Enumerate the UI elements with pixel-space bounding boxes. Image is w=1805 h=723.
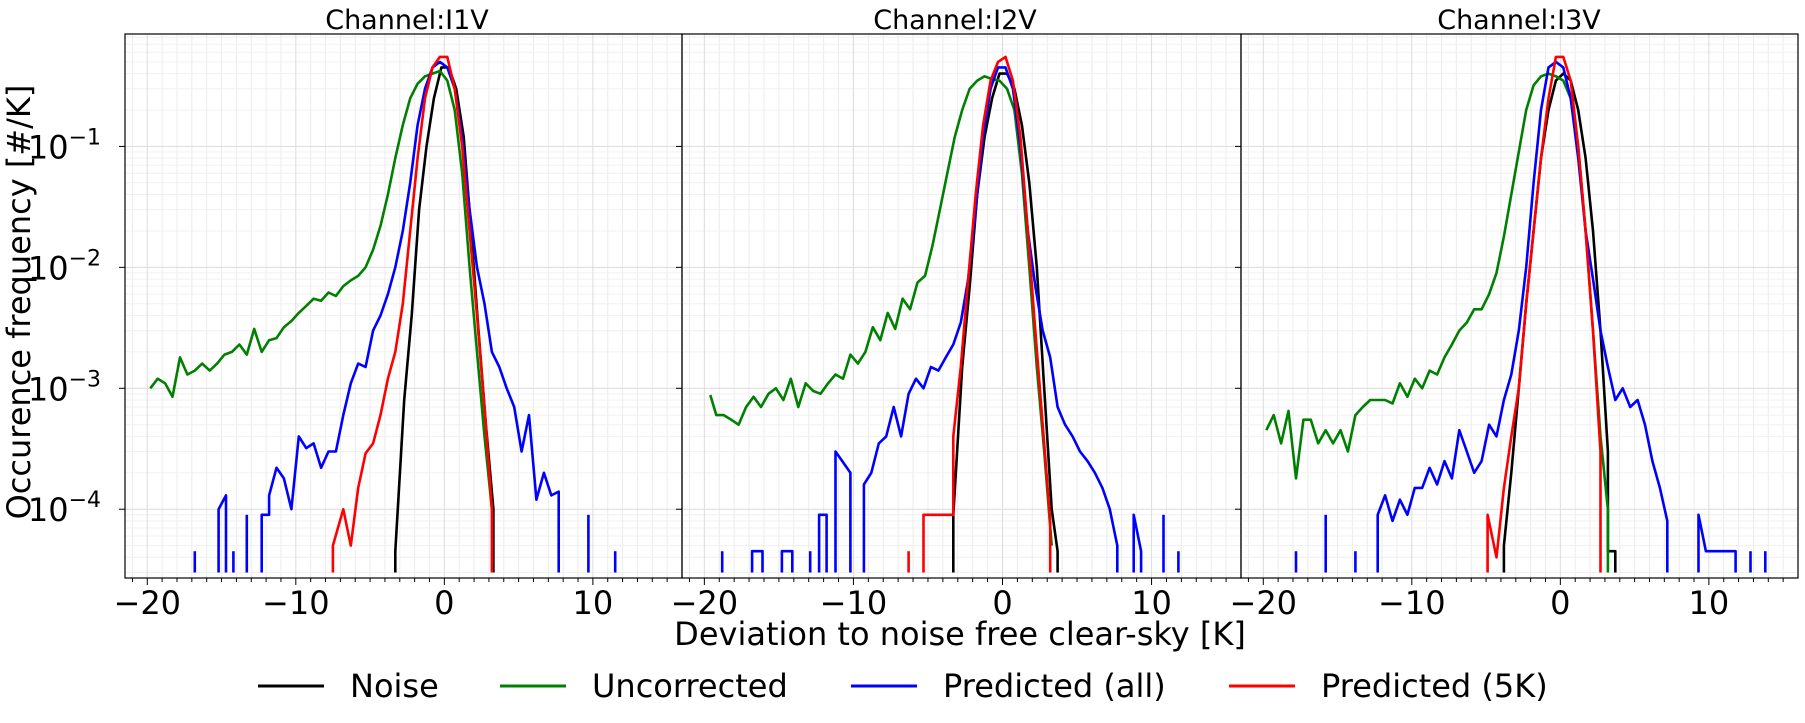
plot-area: −20 −10 0 10: [1230, 33, 1799, 622]
x-tick-label: 0: [434, 584, 454, 622]
series-line-predicted-5k: [1486, 55, 1602, 573]
panel-title: Channel:I3V: [1437, 5, 1601, 36]
x-tick-label: −10: [1378, 584, 1446, 622]
y-tick-exponent: −2: [69, 246, 101, 271]
legend-label-noise: Noise: [350, 667, 439, 705]
series-line-predicted-all: [217, 494, 228, 573]
y-tick-exponent: −1: [69, 125, 101, 150]
y-tick-label: 10−1: [28, 125, 101, 166]
y-tick-base: 10: [28, 370, 69, 408]
legend: Noise Uncorrected Predicted (all) Predicted…: [258, 667, 1548, 705]
series-line-predicted-5k: [331, 55, 494, 573]
panel-i1v: Channel:I1V −20 −10 0 10: [114, 5, 683, 622]
series-line-predicted-all: [1132, 513, 1143, 573]
series-line-predicted-all: [780, 549, 794, 573]
y-tick-base: 10: [28, 491, 69, 529]
series-line-predicted-all: [834, 450, 852, 573]
plot-frame: [1240, 33, 1799, 579]
x-tick-label: −10: [262, 584, 330, 622]
series-line-predicted-all: [862, 66, 1119, 573]
y-tick-exponent: −4: [69, 488, 101, 513]
x-tick-label: 10: [1689, 584, 1730, 622]
x-tick-label: −20: [1230, 584, 1298, 622]
x-tick-label: 0: [992, 584, 1012, 622]
series-line-predicted-all: [750, 549, 764, 573]
plot-area: −20 −10 0 10: [671, 33, 1242, 622]
y-tick-label: 10−4: [28, 488, 101, 529]
y-tick-label: 10−3: [28, 367, 101, 408]
plot-area: −20 −10 0 10: [114, 33, 683, 622]
series-line-uncorrected: [149, 69, 494, 510]
panel-title: Channel:I1V: [325, 5, 489, 36]
panel-i3v: Channel:I3V −20 −10 0 10: [1230, 5, 1799, 622]
y-tick-label: 10−2: [28, 246, 101, 287]
x-tick-label: 10: [1131, 584, 1172, 622]
y-tick-base: 10: [28, 249, 69, 287]
series-line-predicted-all: [260, 60, 561, 573]
series-line-predicted-5k: [922, 55, 1052, 573]
series-line-predicted-all: [817, 513, 828, 573]
series-line-uncorrected: [1265, 72, 1610, 573]
x-axis-label: Deviation to noise free clear-sky [K]: [674, 615, 1246, 653]
panel-i2v: Channel:I2V −20 −10 0 10: [671, 5, 1242, 622]
y-axis-ticks: 10−410−310−210−1: [28, 125, 101, 529]
series-line-predicted-all: [1697, 513, 1737, 573]
legend-label-predicted-5k: Predicted (5K): [1321, 667, 1548, 705]
x-tick-label: −10: [820, 584, 888, 622]
legend-label-uncorrected: Uncorrected: [592, 667, 788, 705]
x-tick-label: 10: [573, 584, 614, 622]
x-tick-label: 0: [1550, 584, 1570, 622]
y-tick-base: 10: [28, 128, 69, 166]
x-tick-label: −20: [114, 584, 182, 622]
series-line-predicted-all: [1376, 60, 1669, 573]
panel-title: Channel:I2V: [873, 5, 1037, 36]
x-tick-label: −20: [671, 584, 739, 622]
legend-label-predicted-all: Predicted (all): [943, 667, 1166, 705]
y-axis-label: Occurence frequency [#/K]: [0, 85, 38, 520]
y-tick-exponent: −3: [69, 367, 101, 392]
